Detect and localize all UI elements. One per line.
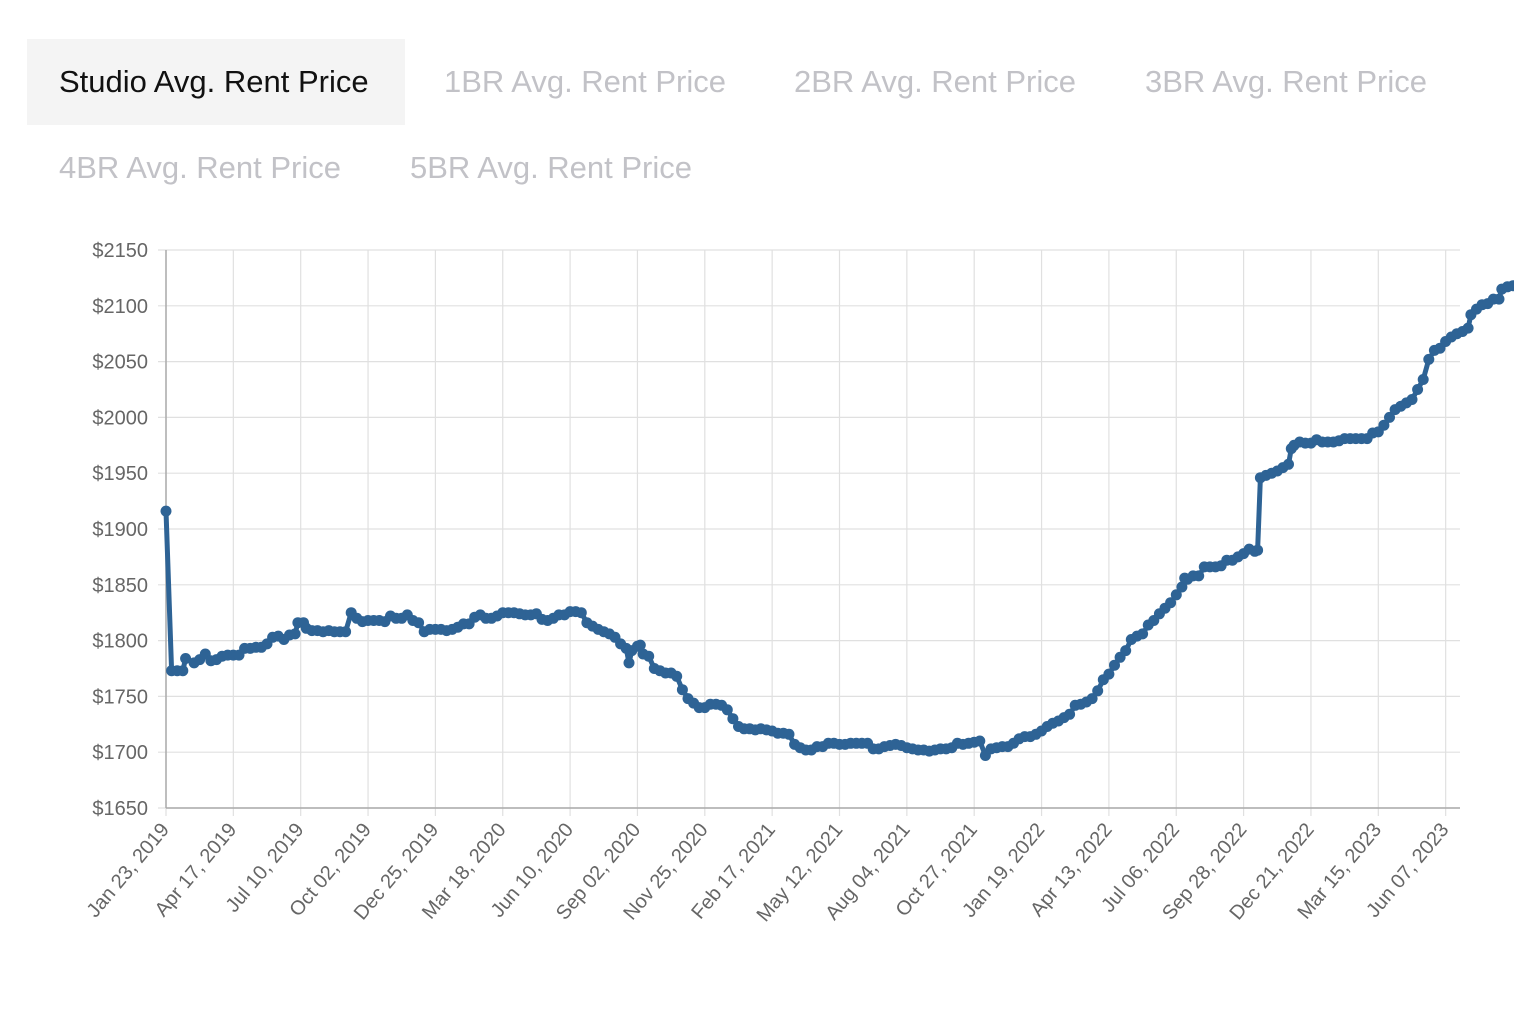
data-point — [671, 671, 682, 682]
y-tick-label: $1900 — [92, 519, 148, 541]
data-point — [161, 506, 172, 517]
data-point — [1418, 374, 1429, 385]
y-tick-label: $1850 — [92, 575, 148, 597]
y-tick-label: $2150 — [92, 240, 148, 262]
data-point — [177, 665, 188, 676]
y-tick-label: $1700 — [92, 742, 148, 764]
data-point — [784, 729, 795, 740]
y-tick-label: $2000 — [92, 407, 148, 429]
data-point — [624, 657, 635, 668]
data-point — [1120, 645, 1131, 656]
data-point — [974, 736, 985, 747]
data-point — [340, 626, 351, 637]
data-point — [1407, 394, 1418, 405]
y-tick-label: $1750 — [92, 686, 148, 708]
data-point — [1463, 323, 1474, 334]
data-point — [1412, 384, 1423, 395]
data-point — [290, 628, 301, 639]
y-tick-label: $1800 — [92, 631, 148, 653]
data-point — [643, 651, 654, 662]
grid — [158, 250, 1460, 816]
y-tick-label: $2100 — [92, 296, 148, 318]
y-tick-label: $2050 — [92, 352, 148, 374]
y-tick-label: $1950 — [92, 463, 148, 485]
data-point — [576, 607, 587, 618]
data-point — [1092, 685, 1103, 696]
data-point — [1494, 294, 1505, 305]
y-tick-label: $1650 — [92, 798, 148, 820]
data-point — [1252, 545, 1263, 556]
data-point — [1283, 459, 1294, 470]
